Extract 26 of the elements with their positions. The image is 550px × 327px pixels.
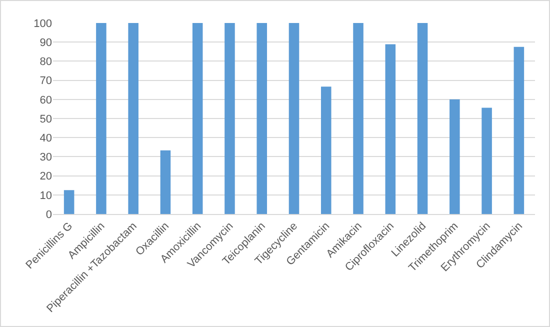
y-tick-label: 90 (40, 36, 52, 49)
bar (128, 23, 138, 214)
bar (514, 46, 524, 214)
bar (160, 150, 171, 214)
bar (482, 108, 492, 214)
y-tick-label: 100 (34, 18, 52, 30)
bar (450, 99, 460, 214)
y-tick-label: 0 (46, 208, 52, 221)
bar (385, 44, 396, 214)
bar (192, 23, 203, 214)
bar (224, 23, 235, 214)
y-tick-label: 70 (40, 75, 52, 88)
bar (417, 23, 428, 214)
bar (256, 23, 268, 214)
bar (353, 23, 364, 214)
y-tick-label: 30 (40, 152, 52, 164)
y-tick-label: 80 (40, 56, 52, 68)
y-tick-label: 50 (40, 113, 52, 126)
y-tick-label: 40 (40, 132, 52, 144)
bar (96, 23, 106, 214)
y-tick-label: 10 (40, 190, 52, 202)
bar (288, 23, 300, 214)
bar (320, 86, 332, 214)
y-tick-label: 20 (40, 170, 52, 183)
bar (64, 190, 74, 214)
y-tick-label: 60 (40, 94, 52, 106)
